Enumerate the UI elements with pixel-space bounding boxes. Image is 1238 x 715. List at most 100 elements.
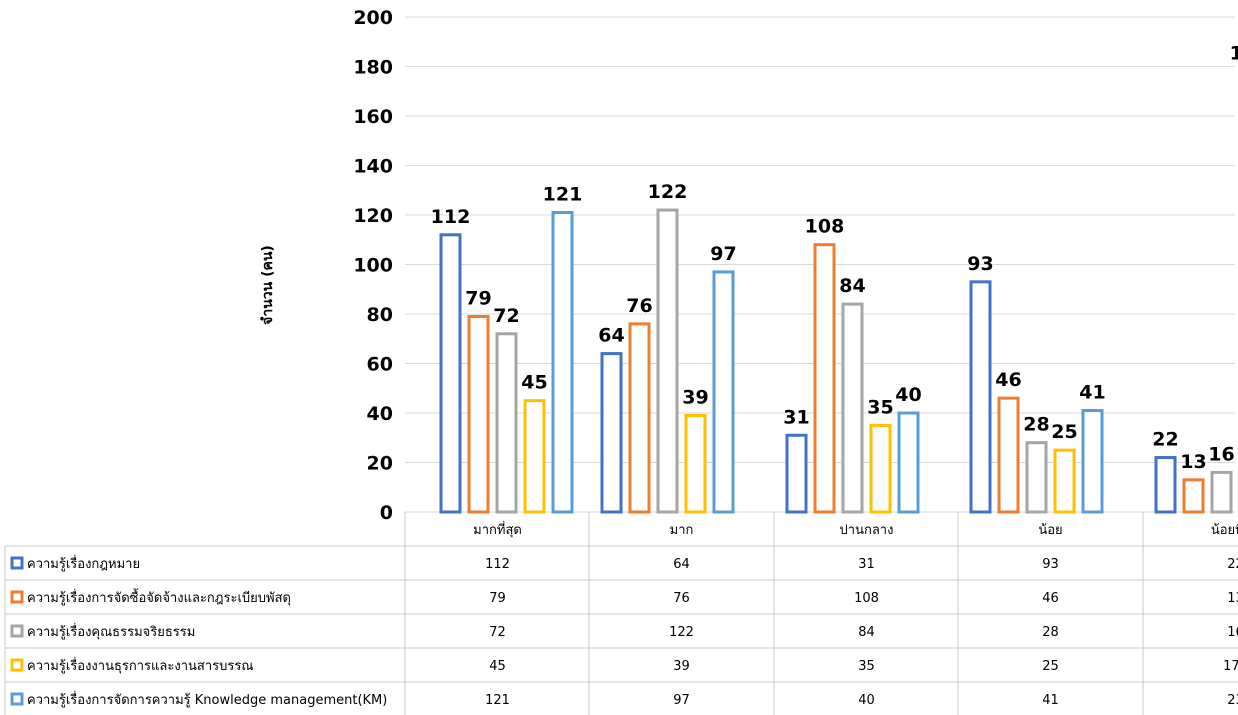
legend-entry: ความรู้เรื่องงานธุรการและงานสารบรรณ <box>27 657 253 674</box>
y-axis-ticks: 0 20 40 60 80 100 120 140 160 180 200 <box>353 7 393 524</box>
table-cell: 45 <box>489 659 506 674</box>
bar <box>813 243 836 514</box>
data-label: 31 <box>783 406 809 428</box>
y-tick-label: 60 <box>367 354 393 376</box>
data-label: 72 <box>493 305 519 327</box>
data-label: 121 <box>543 184 583 206</box>
bar <box>1210 470 1233 514</box>
table-cell: 84 <box>858 625 875 640</box>
table-cell: 41 <box>1042 693 1059 708</box>
legend-key <box>10 692 24 706</box>
table-cell: 178 <box>1223 659 1238 674</box>
data-label: 84 <box>839 275 865 297</box>
table-cell: 16 <box>1227 625 1238 640</box>
data-label: 112 <box>431 206 471 228</box>
data-label: 76 <box>626 295 652 317</box>
y-tick-label: 0 <box>380 502 393 524</box>
legend-entry: ความรู้เรื่องคุณธรรมจริยธรรม <box>27 623 195 640</box>
table-cell: 13 <box>1227 591 1238 606</box>
y-tick-label: 40 <box>367 403 393 425</box>
data-label: 46 <box>995 369 1021 391</box>
table-cell: 108 <box>854 591 879 606</box>
category-label: ปานกลาง <box>840 523 894 538</box>
y-axis-label: จำนวน (คน) <box>260 245 276 325</box>
y-tick-label: 180 <box>353 57 393 79</box>
data-label: 40 <box>895 384 921 406</box>
y-tick-label: 140 <box>353 156 393 178</box>
y-tick-label: 80 <box>367 304 393 326</box>
bar <box>684 413 707 514</box>
table-cell: 35 <box>858 659 875 674</box>
legend-entry: ความรู้เรื่องกฎหมาย <box>27 555 140 572</box>
table-cell: 39 <box>673 659 690 674</box>
data-label: 45 <box>521 372 547 394</box>
table-cell: 25 <box>1042 659 1059 674</box>
table-cell: 122 <box>669 625 694 640</box>
data-label: 41 <box>1079 382 1105 404</box>
data-label: 178 <box>1230 42 1238 64</box>
y-tick-label: 200 <box>353 7 393 29</box>
bar <box>523 399 546 514</box>
table-cell: 72 <box>489 625 506 640</box>
table-cell: 64 <box>673 557 690 572</box>
bar <box>897 411 920 514</box>
bars <box>439 208 1233 514</box>
bar <box>439 233 462 514</box>
data-label: 39 <box>682 386 708 408</box>
bar <box>628 322 651 514</box>
bar <box>600 352 623 514</box>
table-cell: 31 <box>858 557 875 572</box>
table-cell: 22 <box>1227 557 1238 572</box>
data-label: 93 <box>967 253 993 275</box>
bar <box>785 433 808 514</box>
data-label: 79 <box>465 287 491 309</box>
legend-entry: ความรู้เรื่องการจัดการความรู้ Knowledge … <box>27 691 387 708</box>
data-label: 16 <box>1208 443 1234 465</box>
y-tick-label: 20 <box>367 453 393 475</box>
table-cell: 23 <box>1227 693 1238 708</box>
table-cell: 28 <box>1042 625 1059 640</box>
bar <box>1053 448 1076 514</box>
data-label: 122 <box>648 181 688 203</box>
bar <box>969 280 992 514</box>
table-cell: 40 <box>858 693 875 708</box>
data-table: มากที่สุด มาก ปานกลาง น้อย น้อยที่สุดความรู้… <box>4 512 1238 715</box>
table-cell: 93 <box>1042 557 1059 572</box>
category-label: น้อย <box>1038 523 1062 538</box>
data-label: 64 <box>598 325 624 347</box>
bar <box>467 314 490 514</box>
table-cell: 79 <box>489 591 506 606</box>
bar <box>997 396 1020 514</box>
category-label: มาก <box>670 523 694 538</box>
table-cell: 46 <box>1042 591 1059 606</box>
data-label: 108 <box>805 216 845 238</box>
legend-key <box>10 658 24 672</box>
category-label: มากที่สุด <box>473 521 522 538</box>
legend-key <box>10 624 24 638</box>
bar <box>1182 478 1205 514</box>
category-label: น้อยที่สุด <box>1211 521 1238 538</box>
data-label: 35 <box>867 396 893 418</box>
table-cell: 97 <box>673 693 690 708</box>
y-tick-label: 120 <box>353 205 393 227</box>
bar <box>869 423 892 514</box>
bar <box>551 211 574 514</box>
y-tick-label: 100 <box>353 255 393 277</box>
data-label: 97 <box>710 243 736 265</box>
table-cell: 76 <box>673 591 690 606</box>
data-label: 13 <box>1180 451 1206 473</box>
y-tick-label: 160 <box>353 106 393 128</box>
table-cell: 121 <box>485 693 510 708</box>
table-cell: 112 <box>485 557 510 572</box>
bar <box>841 302 864 514</box>
bar <box>1154 456 1177 514</box>
bar <box>1081 409 1104 514</box>
bar <box>495 332 518 514</box>
data-label: 25 <box>1051 421 1077 443</box>
data-label: 22 <box>1152 429 1178 451</box>
legend-entry: ความรู้เรื่องการจัดซื้อจัดจ้างและกฎระเบี… <box>27 588 291 606</box>
bar <box>1025 441 1048 514</box>
legend-key <box>10 590 24 604</box>
